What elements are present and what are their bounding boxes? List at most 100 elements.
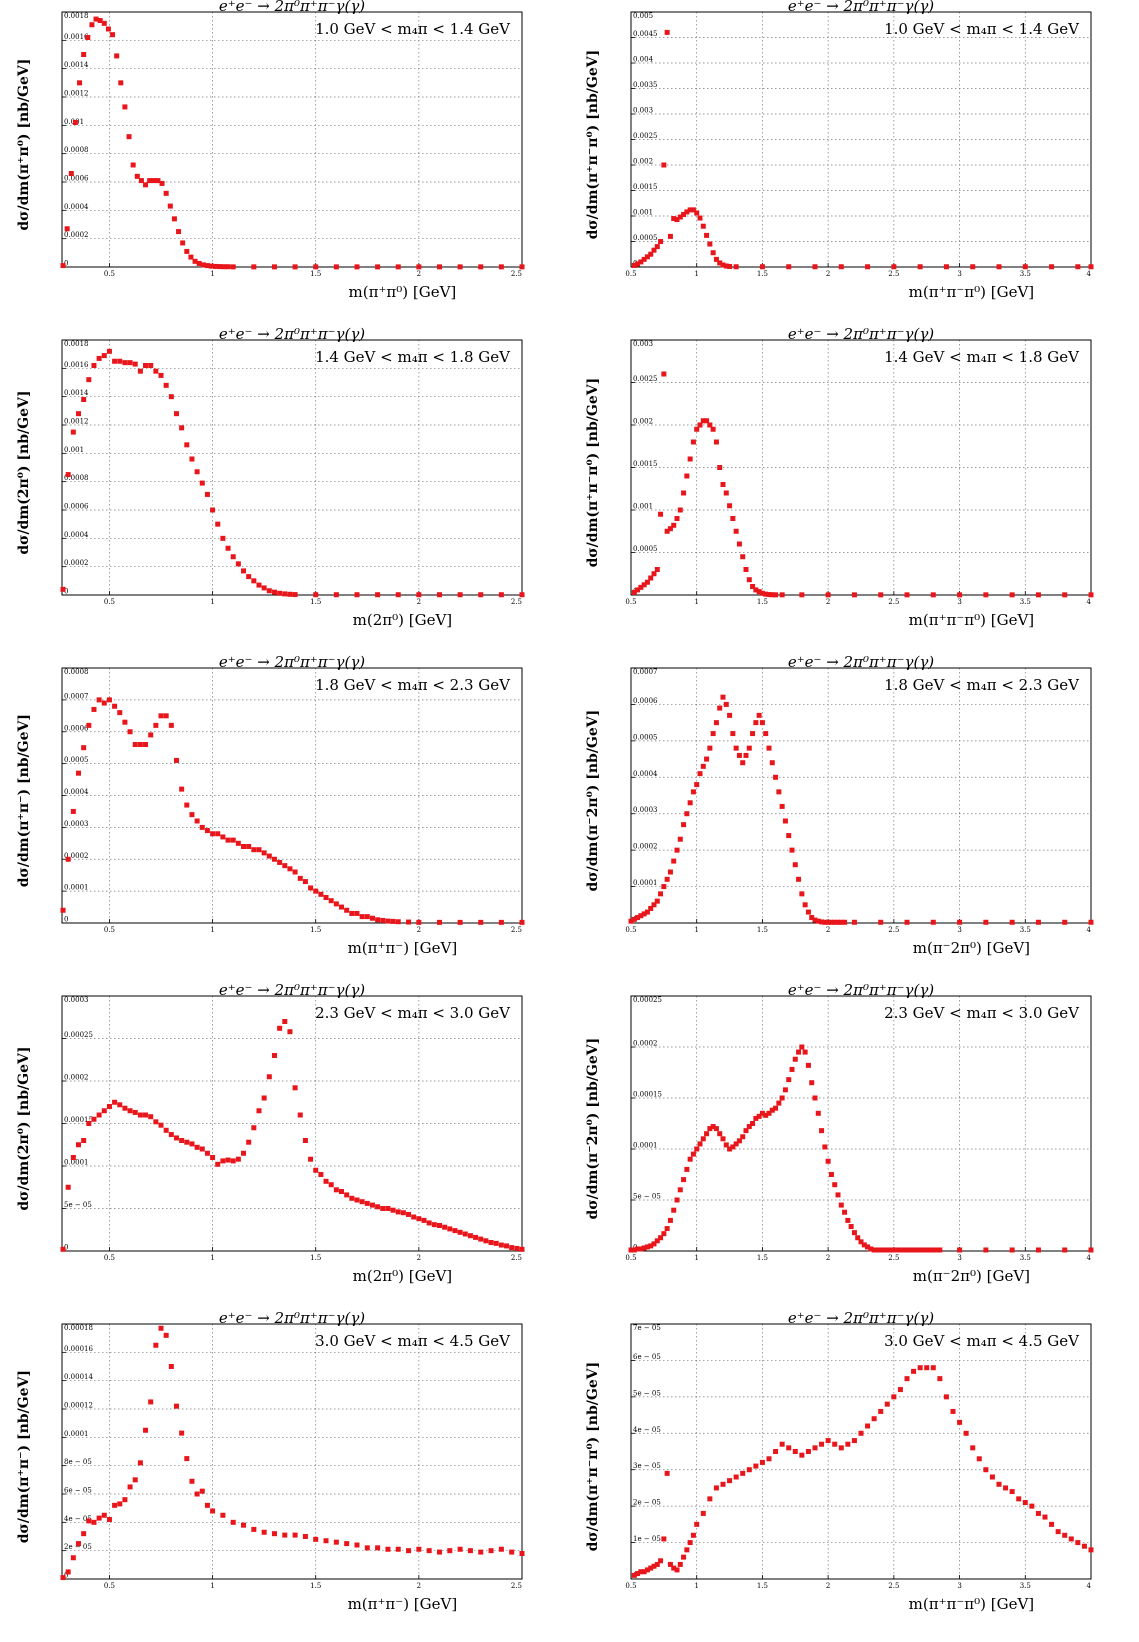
x-axis-label: m(2π⁰) [GeV] bbox=[353, 1267, 453, 1285]
data-point bbox=[204, 1150, 210, 1156]
data-point bbox=[631, 262, 637, 268]
data-point bbox=[911, 1247, 917, 1253]
data-point bbox=[251, 847, 257, 853]
x-tick-label: 1 bbox=[694, 1254, 698, 1262]
data-point bbox=[395, 1209, 401, 1215]
data-point bbox=[344, 1192, 350, 1198]
y-tick-label: 0.0005 bbox=[633, 234, 658, 242]
data-point bbox=[488, 1240, 494, 1245]
data-point bbox=[416, 592, 422, 598]
data-point bbox=[498, 1546, 504, 1552]
data-point bbox=[904, 1376, 910, 1382]
chart-svg: e⁺e⁻ → 2π⁰π⁺π⁻γ(γ)0.511.522.533.5400.000… bbox=[585, 0, 1094, 301]
y-tick-label: 0.0012 bbox=[64, 90, 89, 98]
data-point bbox=[498, 592, 504, 598]
data-point bbox=[730, 731, 736, 737]
data-point bbox=[189, 456, 195, 462]
x-axis-label: m(π⁻2π⁰) [GeV] bbox=[913, 1267, 1030, 1285]
y-tick-label: 0.002 bbox=[633, 158, 653, 166]
x-tick-label: 2.5 bbox=[511, 270, 522, 278]
data-point bbox=[359, 914, 365, 920]
data-point bbox=[328, 1182, 334, 1188]
data-point bbox=[488, 1548, 494, 1554]
data-point bbox=[1062, 1247, 1068, 1253]
y-tick-label: 0.0018 bbox=[64, 12, 89, 20]
chart-panel-10: e⁺e⁻ → 2π⁰π⁺π⁻γ(γ)0.511.522.533.5401e − … bbox=[569, 1309, 1138, 1640]
data-point bbox=[271, 856, 277, 862]
data-point bbox=[167, 203, 173, 209]
data-point bbox=[658, 511, 664, 517]
data-point bbox=[983, 592, 989, 598]
data-point bbox=[436, 264, 442, 270]
data-point bbox=[313, 1167, 319, 1173]
data-point bbox=[700, 763, 706, 769]
data-point bbox=[654, 898, 660, 904]
data-point bbox=[812, 264, 818, 270]
y-tick-label: 0.001 bbox=[64, 446, 84, 454]
y-tick-label: 0.0014 bbox=[64, 61, 89, 69]
data-point bbox=[694, 782, 700, 788]
data-point bbox=[1088, 592, 1094, 598]
data-point bbox=[638, 584, 644, 590]
data-point bbox=[478, 1549, 484, 1555]
data-point bbox=[838, 264, 844, 270]
x-tick-label: 2 bbox=[417, 270, 421, 278]
data-point bbox=[1035, 1247, 1041, 1253]
y-tick-label: 0.0004 bbox=[64, 203, 89, 211]
data-point bbox=[452, 1228, 458, 1234]
data-point bbox=[457, 919, 463, 925]
y-tick-label: 0.0015 bbox=[633, 183, 658, 191]
data-point bbox=[687, 456, 693, 462]
data-point bbox=[256, 847, 262, 853]
data-point bbox=[447, 1548, 453, 1554]
x-tick-label: 2.5 bbox=[888, 1254, 899, 1262]
data-point bbox=[1088, 1547, 1094, 1553]
data-series bbox=[60, 697, 525, 925]
data-point bbox=[812, 917, 818, 923]
data-point bbox=[756, 589, 762, 595]
y-tick-label: 0.00012 bbox=[64, 1402, 93, 1410]
data-point bbox=[805, 1062, 811, 1068]
data-point bbox=[65, 472, 71, 478]
x-tick-label: 0.5 bbox=[625, 926, 636, 934]
data-point bbox=[436, 1549, 442, 1555]
y-tick-label: 1e − 05 bbox=[633, 1535, 661, 1543]
y-tick-label: 0 bbox=[64, 1244, 68, 1252]
data-point bbox=[648, 251, 654, 257]
data-point bbox=[779, 1095, 785, 1101]
data-point bbox=[519, 264, 525, 270]
data-point bbox=[246, 844, 252, 849]
chart-panel-9: e⁺e⁻ → 2π⁰π⁺π⁻γ(γ) 0.5 1 1.5 2 2.5 0 2e − 05 4e … bbox=[0, 1309, 569, 1640]
data-point bbox=[694, 1521, 700, 1527]
data-point bbox=[733, 264, 739, 270]
data-point bbox=[654, 1238, 660, 1244]
x-tick-label: 3 bbox=[957, 1582, 961, 1590]
data-point bbox=[1022, 1500, 1028, 1505]
data-point bbox=[963, 1430, 969, 1436]
data-point bbox=[881, 1247, 887, 1253]
data-point bbox=[86, 377, 92, 383]
data-point bbox=[957, 919, 963, 925]
data-point bbox=[681, 211, 687, 217]
data-point bbox=[1062, 1532, 1068, 1538]
data-point bbox=[436, 1223, 442, 1228]
data-point bbox=[914, 1247, 920, 1253]
data-point bbox=[641, 256, 647, 262]
data-point bbox=[68, 171, 74, 176]
data-point bbox=[891, 1394, 897, 1400]
x-tick-label: 0.5 bbox=[104, 1582, 115, 1590]
data-point bbox=[126, 134, 132, 140]
x-tick-label: 4 bbox=[1087, 1254, 1092, 1262]
data-point bbox=[158, 1325, 164, 1331]
data-point bbox=[664, 1470, 670, 1476]
data-point bbox=[215, 831, 221, 837]
data-point bbox=[339, 904, 345, 910]
data-point bbox=[756, 712, 762, 718]
data-point bbox=[159, 180, 165, 186]
data-point bbox=[674, 1567, 680, 1573]
data-point bbox=[769, 592, 775, 598]
data-point bbox=[385, 918, 391, 924]
data-point bbox=[230, 1519, 236, 1525]
data-point bbox=[868, 1246, 874, 1252]
data-point bbox=[217, 264, 223, 270]
